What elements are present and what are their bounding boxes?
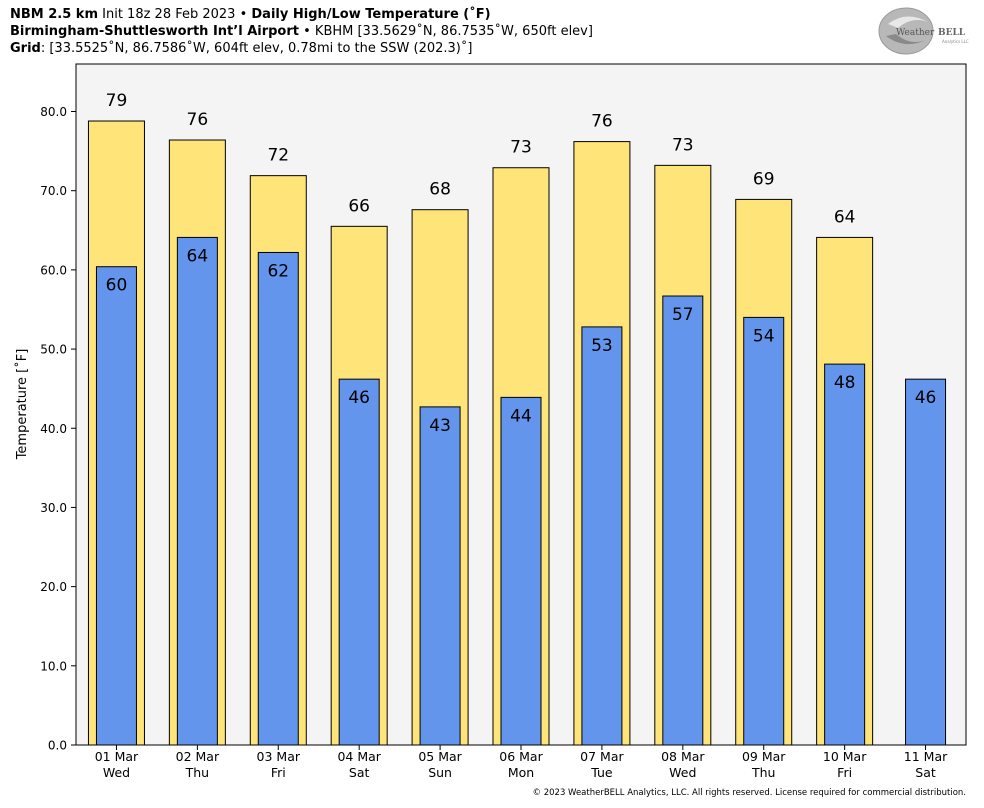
x-tick-date: 05 Mar — [418, 749, 462, 764]
model-name: NBM 2.5 km — [10, 7, 98, 22]
x-tick-date: 03 Mar — [257, 749, 301, 764]
low-temp-label: 60 — [106, 276, 128, 296]
high-temp-label: 69 — [753, 169, 775, 189]
x-tick-date: 10 Mar — [823, 749, 867, 764]
low-temp-bar — [419, 406, 461, 746]
x-tick-weekday: Thu — [185, 765, 209, 780]
logo-text-weather: Weather — [896, 28, 935, 38]
copyright-footer: © 2023 WeatherBELL Analytics, LLC. All r… — [532, 788, 966, 798]
station-name: Birmingham-Shuttlesworth Int’l Airport — [10, 24, 299, 39]
low-temp-label: 57 — [672, 305, 694, 325]
x-tick-date: 02 Mar — [176, 749, 220, 764]
y-tick-label: 50.0 — [40, 343, 67, 357]
y-tick-label: 0.0 — [48, 739, 67, 753]
low-temp-label: 46 — [348, 388, 370, 408]
station-info: • KBHM [33.5629˚N, 86.7535˚W, 650ft elev… — [298, 24, 593, 39]
high-temp-label: 73 — [510, 138, 532, 158]
low-temp-bar — [338, 378, 380, 746]
y-tick-label: 30.0 — [40, 501, 67, 515]
x-tick-weekday: Tue — [590, 765, 613, 780]
y-tick-label: 10.0 — [40, 659, 67, 673]
x-tick-weekday: Mon — [508, 765, 534, 780]
y-axis: 0.0 10.0 20.0 30.0 40.0 50.0 60.0 70.0 80.0 — [40, 105, 76, 753]
low-temp-bar — [905, 378, 947, 746]
low-temp-bar — [176, 236, 218, 746]
high-temp-label: 66 — [348, 196, 370, 216]
low-temp-bar — [581, 326, 623, 746]
low-temp-label: 48 — [834, 373, 856, 393]
y-tick-label: 40.0 — [40, 422, 67, 436]
x-tick-date: 11 Mar — [904, 749, 948, 764]
low-temp-bar — [824, 363, 866, 746]
high-temp-label: 68 — [429, 180, 451, 200]
grid-info: : [33.5525˚N, 86.7586˚W, 604ft elev, 0.7… — [40, 41, 473, 56]
x-tick-weekday: Sun — [428, 765, 452, 780]
x-tick-weekday: Sat — [915, 765, 936, 780]
chart-title-line-2: Birmingham-Shuttlesworth Int’l Airport •… — [10, 23, 593, 40]
low-temp-bar — [743, 316, 785, 746]
high-temp-label: 72 — [267, 146, 289, 166]
low-temp-bar — [257, 251, 299, 746]
x-tick-date: 01 Mar — [95, 749, 139, 764]
logo-text-bell: BELL — [938, 28, 966, 38]
x-tick-date: 07 Mar — [580, 749, 624, 764]
x-tick-weekday: Fri — [271, 765, 286, 780]
x-tick-date: 08 Mar — [661, 749, 705, 764]
low-temp-bar — [500, 396, 542, 746]
x-tick-weekday: Wed — [669, 765, 696, 780]
weatherbell-logo: Weather BELL Analytics LLC — [878, 7, 969, 55]
chart-title-line-3: Grid: [33.5525˚N, 86.7586˚W, 604ft elev,… — [10, 40, 472, 57]
low-temp-label: 54 — [753, 326, 775, 346]
x-tick-weekday: Sat — [349, 765, 370, 780]
x-tick-date: 09 Mar — [742, 749, 786, 764]
low-temp-label: 53 — [591, 336, 613, 356]
y-tick-label: 20.0 — [40, 580, 67, 594]
low-temp-label: 62 — [267, 261, 289, 281]
low-temp-label: 43 — [429, 416, 451, 436]
product-name: Daily High/Low Temperature (˚F) — [251, 7, 491, 22]
x-tick-weekday: Thu — [751, 765, 775, 780]
y-tick-label: 80.0 — [40, 105, 67, 119]
y-tick-label: 60.0 — [40, 263, 67, 277]
bar-group: 79 60 76 64 72 62 66 46 68 43 73 44 76 53 73 57 69 54 64 48… — [87, 91, 947, 746]
high-temp-label: 79 — [106, 91, 128, 111]
high-temp-label: 64 — [834, 207, 856, 227]
low-temp-label: 64 — [187, 246, 209, 266]
low-temp-bar — [662, 295, 704, 746]
high-temp-label: 73 — [672, 135, 694, 155]
low-temp-label: 44 — [510, 406, 532, 426]
x-tick-weekday: Wed — [103, 765, 130, 780]
x-tick-date: 06 Mar — [499, 749, 543, 764]
low-temp-label: 46 — [915, 388, 937, 408]
x-tick-weekday: Fri — [837, 765, 852, 780]
chart-title-line-1: NBM 2.5 km Init 18z 28 Feb 2023 • Daily … — [10, 6, 491, 23]
high-temp-label: 76 — [591, 112, 613, 132]
high-temp-label: 76 — [187, 110, 209, 130]
init-time: Init 18z 28 Feb 2023 • — [98, 7, 252, 22]
low-temp-bar — [95, 266, 137, 746]
y-axis-label: Temperature [˚F] — [14, 349, 30, 461]
logo-text-sub: Analytics LLC — [942, 39, 969, 44]
grid-label: Grid — [10, 41, 41, 56]
y-tick-label: 70.0 — [40, 184, 67, 198]
x-tick-date: 04 Mar — [337, 749, 381, 764]
